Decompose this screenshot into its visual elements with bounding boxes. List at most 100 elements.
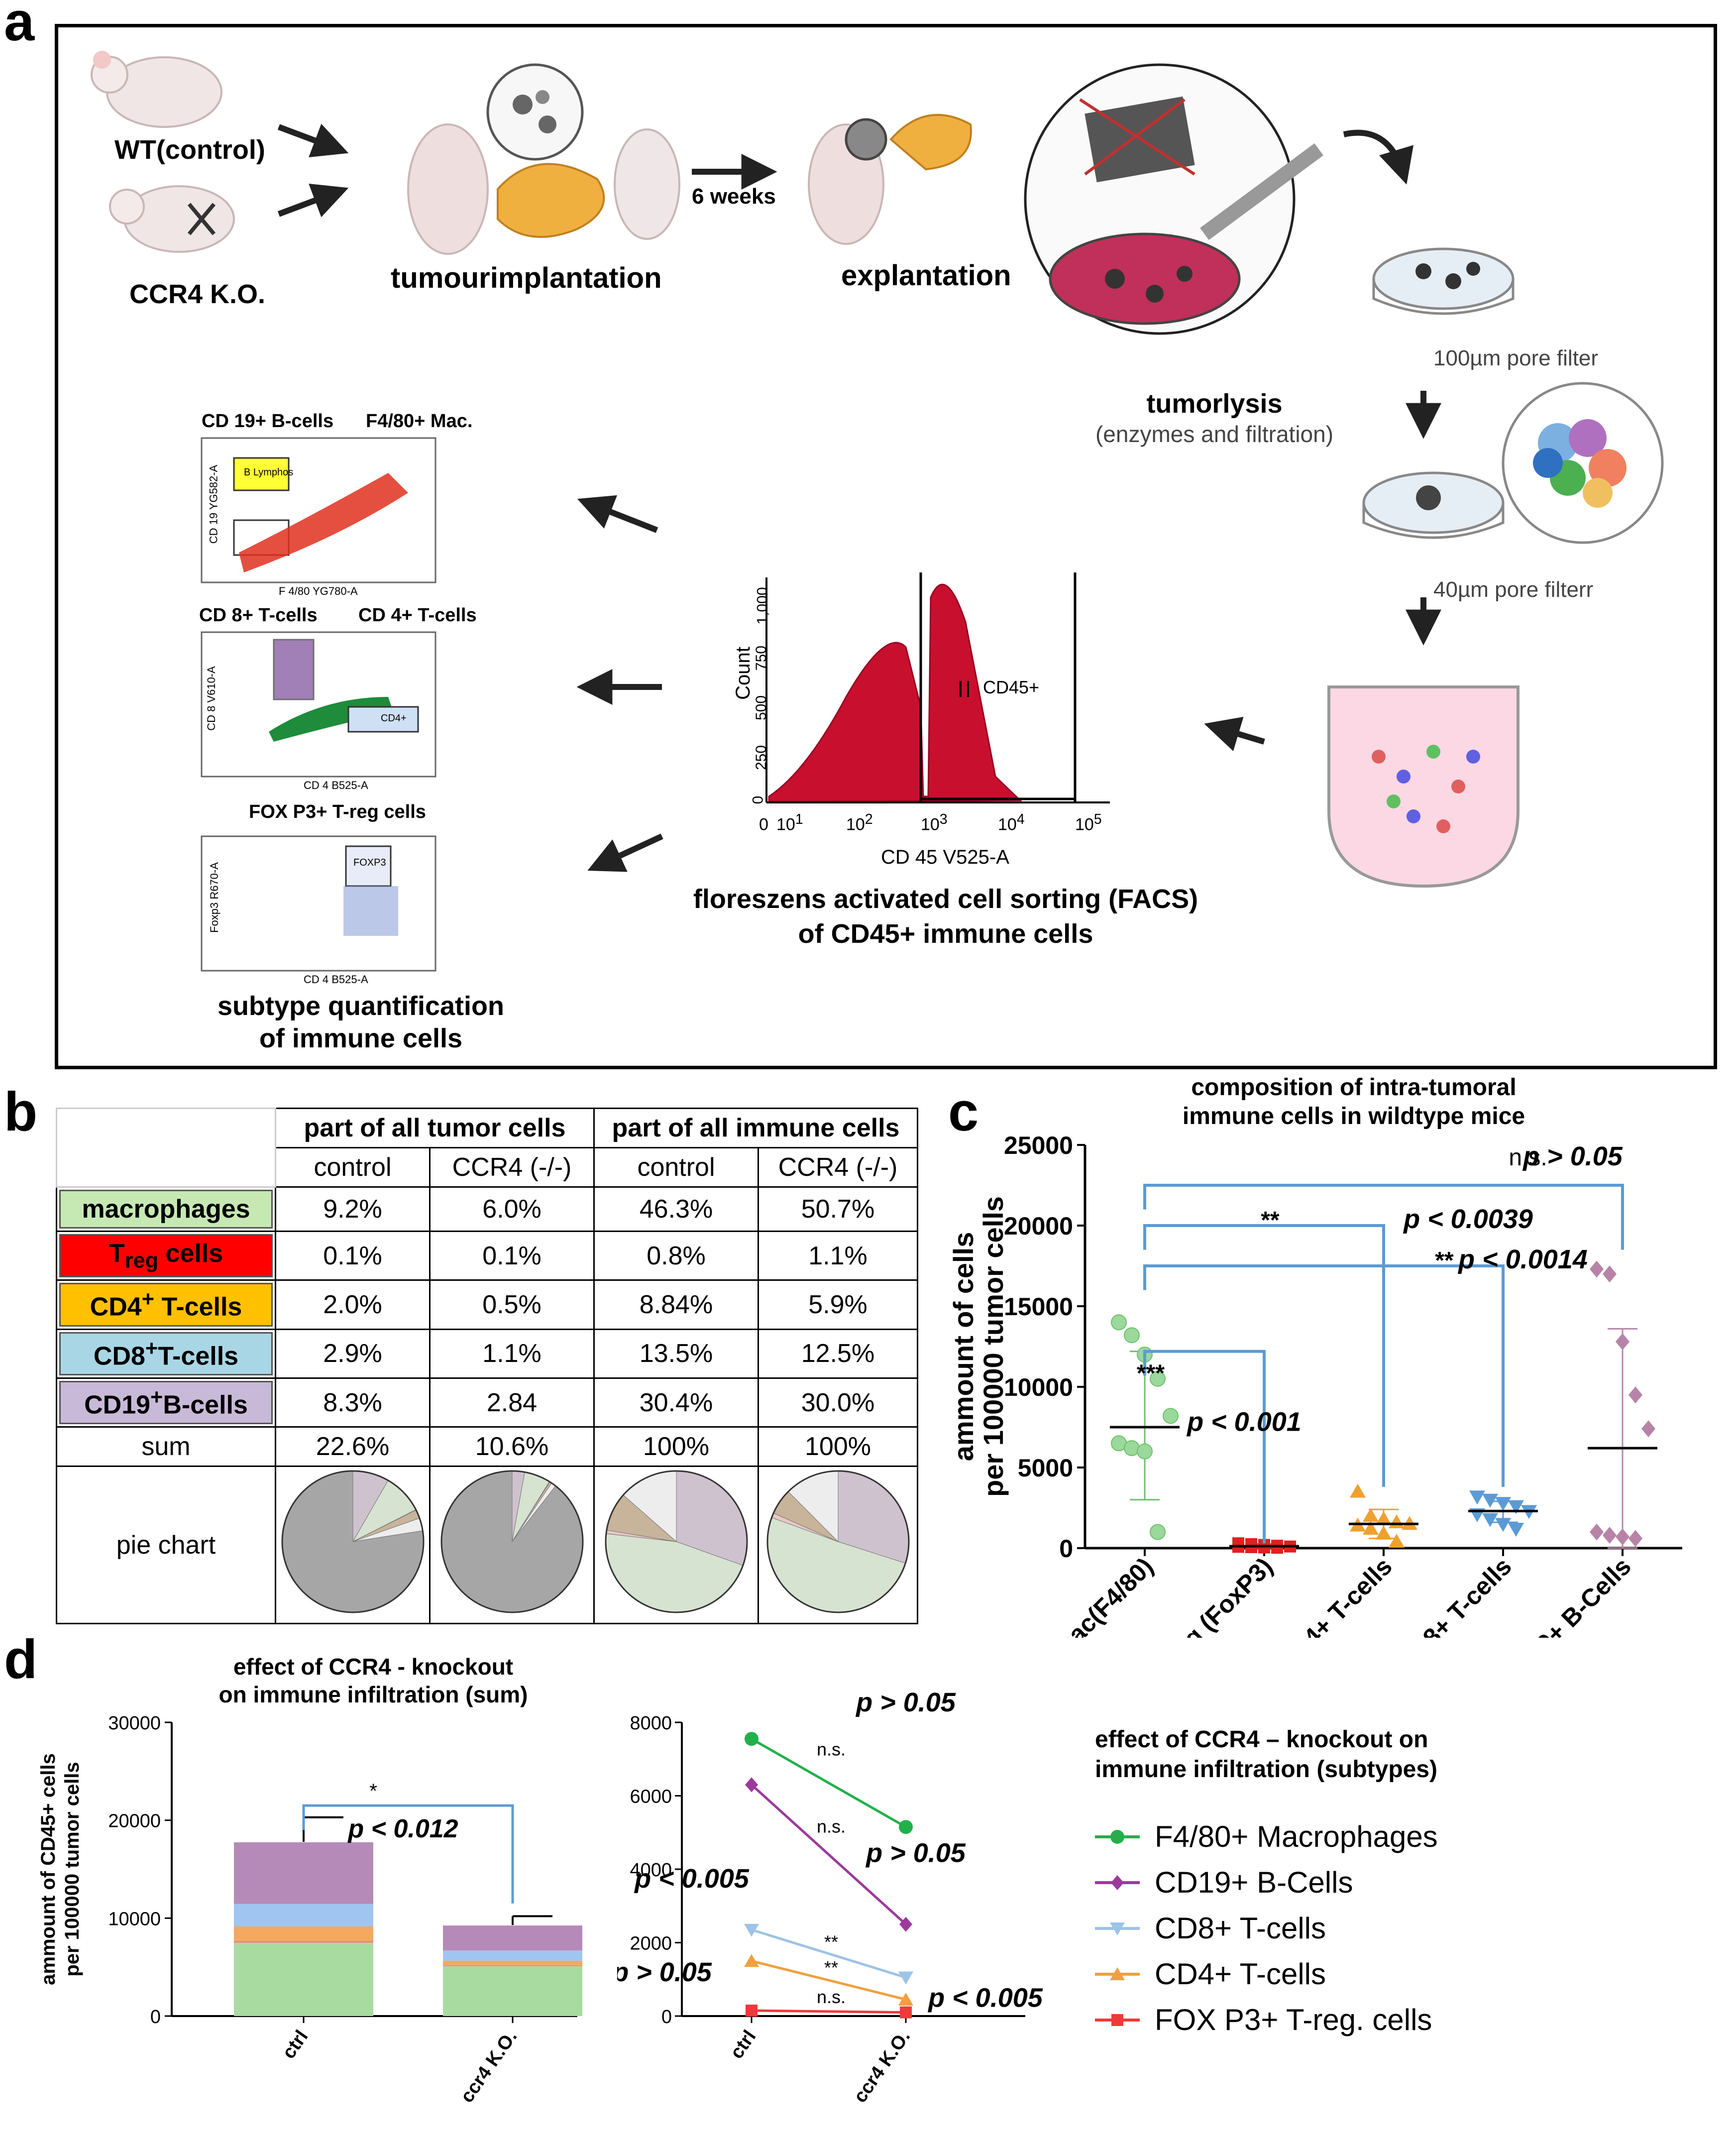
table-corner-cell [56, 1108, 276, 1188]
data-point [900, 2006, 912, 2019]
y-tick-label: 0 [1059, 1535, 1073, 1563]
group-immune-header: part of all immune cells [593, 1108, 918, 1148]
significance-stars: n.s. [817, 1987, 846, 2007]
table-cell: 2.84 [429, 1377, 595, 1428]
data-point [1603, 1265, 1617, 1283]
p-value-label: p < 0.001 [1186, 1407, 1302, 1437]
series-line [751, 1959, 906, 2001]
x-tick-label: ccr4 K.O. [850, 2027, 914, 2107]
legend-title: effect of CCR4 – knockout on [1095, 1726, 1428, 1753]
hist-xtick: 103 [921, 811, 948, 834]
row-label-macrophages: macrophages [56, 1186, 276, 1232]
y-tick-label: 2000 [630, 1933, 672, 1954]
plot2-ylabel: CD 8 V610-A [205, 666, 217, 731]
table-cell: 100% [758, 1426, 918, 1467]
row-label-cd4: CD4+ T-cells [56, 1279, 276, 1330]
table-cell: 0.1% [429, 1230, 595, 1281]
panel-letter-d: d [4, 1629, 38, 1690]
data-point [1469, 1490, 1485, 1505]
row-label-cd8: CD8+T-cells [56, 1328, 276, 1379]
data-point [899, 1820, 913, 1834]
p-value-label: p < 0.0039 [1403, 1204, 1533, 1234]
data-point [1271, 1542, 1283, 1554]
pie-cell [429, 1465, 595, 1625]
series-line [751, 1784, 907, 1925]
panel-letter-b: b [4, 1081, 38, 1142]
ko-mouse-icon [109, 185, 235, 253]
plot3-gate-label: FOXP3 [353, 857, 386, 868]
significance-bracket [1143, 1350, 1266, 1544]
sum-label: sum [56, 1426, 276, 1467]
y-axis-label: ammount of cells [948, 1232, 979, 1462]
p-value-label: p < 0.0014 [1457, 1244, 1588, 1274]
line-chart-legend: effect of CCR4 – knockout on immune infil… [1095, 1726, 1438, 2036]
explantation-figure-icon [808, 113, 972, 245]
legend-label: F4/80+ Macrophages [1155, 1820, 1438, 1853]
row-label-treg: Treg cells [56, 1230, 276, 1281]
data-point [1389, 1534, 1405, 1548]
table-cell: 1.1% [429, 1328, 595, 1379]
table-row: CD4+ T-cells 2.0% 0.5% 8.84% 5.9% [56, 1279, 918, 1330]
panel-letter-c: c [948, 1081, 979, 1142]
wt-mouse-icon [91, 51, 222, 128]
data-point [1150, 1524, 1166, 1540]
series-line [751, 1928, 906, 1979]
y-axis-label: per 100000 tumor cells [61, 1762, 83, 1976]
hist-ytick: 0 [750, 795, 766, 804]
hist-ylabel: Count [732, 647, 754, 700]
table-cell: 30.0% [758, 1377, 918, 1428]
table-cell: 8.84% [593, 1279, 759, 1330]
table-cell: 100% [593, 1426, 759, 1467]
bar-segment [443, 1950, 582, 1961]
data-point [1363, 1521, 1379, 1535]
table-cell: 8.3% [275, 1377, 431, 1428]
row-swatch: CD19+B-cells [59, 1381, 273, 1425]
implantation-label: tumourimplantation [391, 262, 662, 294]
hist-ytick: 500 [753, 695, 770, 721]
data-point [744, 1954, 759, 1967]
hist-xtick: 101 [776, 811, 803, 834]
significance-stars: * [369, 1780, 377, 1802]
table-cell: 13.5% [593, 1328, 759, 1379]
row-swatch: CD8+T-cells [59, 1332, 273, 1376]
data-point [898, 1992, 913, 2006]
significance-stars: n.s. [1509, 1144, 1547, 1171]
y-tick-label: 8000 [630, 1713, 672, 1734]
bar-segment [234, 1926, 373, 1941]
x-tick-label: mac(F4/80) [1047, 1552, 1158, 1638]
ko-label: CCR4 K.O. [129, 279, 266, 309]
significance-stars: ** [824, 1932, 838, 1952]
x-tick-label: CD4+ T-cells [1273, 1552, 1398, 1638]
data-point [1124, 1440, 1140, 1457]
table-row-pies: pie chart [56, 1465, 918, 1625]
pie-chart [605, 1470, 748, 1613]
series-line [751, 2009, 906, 2014]
chart-title: effect of CCR4 - knockout [233, 1654, 513, 1680]
plot1-ylabel: CD 19 YG582-A [207, 464, 220, 544]
plot3-ylabel: Foxp3 R670-A [208, 862, 220, 933]
pie-outline [440, 1470, 583, 1613]
table-cell: 2.9% [275, 1328, 431, 1379]
x-tick-label: CD19+ B-Cells [1496, 1552, 1636, 1638]
legend-marker [1111, 2014, 1123, 2026]
table-cell: 1.1% [758, 1230, 918, 1281]
pie-chart [440, 1470, 583, 1613]
data-point [746, 2004, 758, 2017]
data-point [1628, 1386, 1642, 1404]
p-value-label: p > 0.05 [855, 1688, 956, 1717]
legend-label: CD8+ T-cells [1155, 1912, 1326, 1945]
bar-segment [234, 1904, 373, 1927]
p-value-label: p > 0.05 [617, 1957, 712, 1987]
data-point [1628, 1530, 1642, 1547]
chart-title: on immune infiltration (sum) [219, 1682, 528, 1707]
bar-segment [234, 1941, 373, 1943]
y-axis-label: per 100000 tumor cells [977, 1196, 1009, 1497]
filter-40-label: 40µm pore filterr [1433, 577, 1594, 602]
table-cell: 12.5% [758, 1328, 918, 1379]
y-tick-label: 20000 [108, 1811, 161, 1832]
filter-40-icon [1362, 382, 1664, 544]
y-tick-label: 15000 [1004, 1293, 1073, 1321]
implantation-figure-icon [407, 63, 680, 255]
panel-a-frame [55, 24, 1717, 1069]
plot1-xlabel: F 4/80 YG780-A [279, 585, 358, 597]
